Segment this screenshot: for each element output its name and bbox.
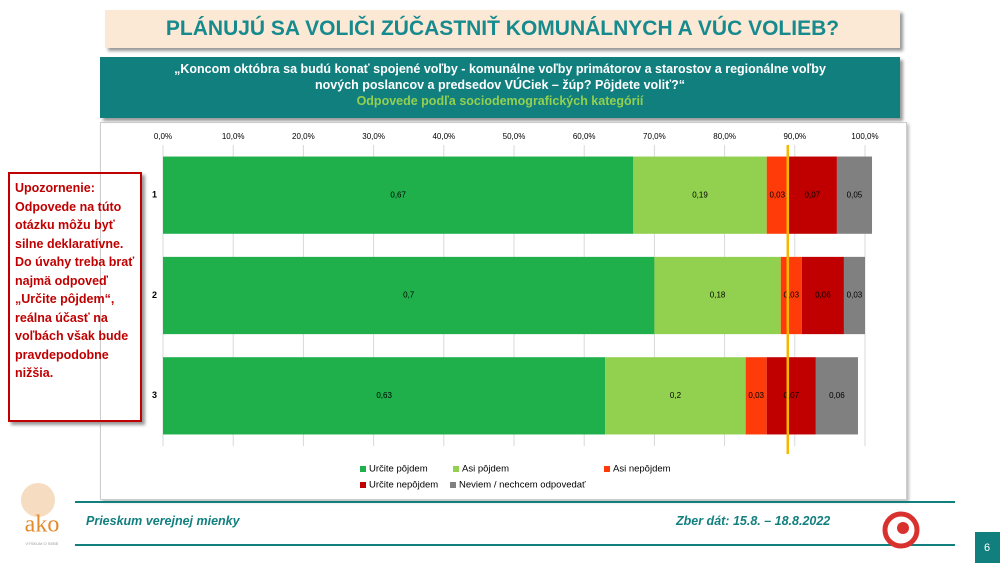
question-box: „Koncom októbra sa budú konať spojené vo… [100,57,900,118]
logo-tagline: VÝSKUM O SEBE [26,541,59,546]
bar-segment [787,156,837,234]
x-tick-label: 100,0% [851,132,878,141]
legend-label: Neviem / nechcem odpovedať [459,480,586,491]
page-number: 6 [984,542,990,554]
value-label: 0,07 [805,190,821,199]
value-label: 0,2 [670,391,682,400]
x-tick-label: 90,0% [783,132,806,141]
x-tick-label: 50,0% [503,132,526,141]
bar-segment [801,256,844,335]
bar-segment [163,357,606,435]
value-label: 0,03 [784,291,800,300]
bar-segment [766,156,788,234]
x-tick-label: 30,0% [362,132,385,141]
bar-segment [836,156,873,234]
logo: ako [25,512,60,538]
logo-mark [882,511,920,549]
bar-segment [745,357,767,435]
bar-segment [633,156,767,234]
y-tick-label: 3 [152,390,157,400]
warning: Upozornenie: Odpovede na túto otázku môž… [8,172,142,422]
legend-label: Asi pôjdem [462,464,509,475]
x-tick-label: 0,0% [154,132,172,141]
bar-segment [163,256,655,335]
legend-label: Asi nepôjdem [613,464,671,475]
chart-panel [100,122,907,500]
value-label: 0,05 [847,190,863,199]
x-tick-label: 70,0% [643,132,666,141]
y-tick-label: 2 [152,290,157,300]
legend-label: Určite nepôjdem [369,480,438,491]
legend-label: Určite pôjdem [369,464,428,475]
legend-swatch [360,482,366,488]
x-tick-label: 80,0% [713,132,736,141]
value-label: 0,06 [829,391,845,400]
legend-swatch [453,466,459,472]
value-label: 0,03 [769,190,785,199]
value-label: 0,06 [815,291,831,300]
logo-mark [897,522,909,534]
value-label: 0,19 [692,190,708,199]
x-tick-label: 10,0% [222,132,245,141]
legend-swatch [360,466,366,472]
value-label: 0,18 [710,291,726,300]
y-tick-label: 1 [152,190,157,200]
bar-segment [815,357,858,435]
question: „Koncom októbra sa budú konať spojené vo… [174,62,826,92]
value-label: 0,07 [784,391,800,400]
bar-segment [780,256,802,335]
bar-segment [654,256,781,335]
x-tick-label: 60,0% [573,132,596,141]
bar-segment [605,357,746,435]
x-tick-label: 20,0% [292,132,315,141]
value-label: 0,03 [748,391,764,400]
x-tick-label: 40,0% [432,132,455,141]
legend-swatch [604,466,610,472]
value-label: 0,67 [390,190,406,199]
value-label: 0,03 [847,291,863,300]
page-box [975,532,1000,563]
value-label: 0,7 [403,291,415,300]
logo-head [21,483,55,517]
bar-segment [766,357,816,435]
legend-swatch [450,482,456,488]
footer-left: Prieskum verejnej mienky [86,514,240,528]
bar-segment [163,156,634,234]
footer-right: Zber dát: 15.8. – 18.8.2022 [676,514,831,528]
value-label: 0,63 [376,391,392,400]
slide-title: PLÁNUJÚ SA VOLIČI ZÚČASTNIŤ KOMUNÁLNYCH … [105,10,900,48]
subtitle: Odpovede podľa sociodemografických kateg… [356,94,644,108]
bar-segment [843,256,865,335]
